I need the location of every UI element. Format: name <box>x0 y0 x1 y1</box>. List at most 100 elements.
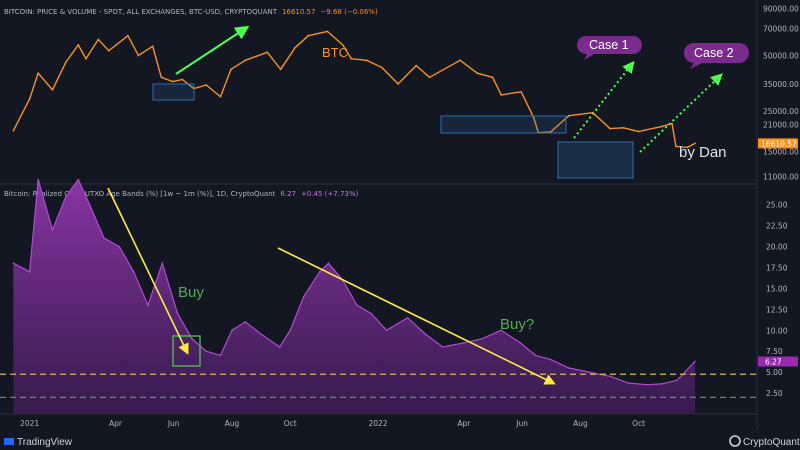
indicator-point <box>118 245 121 248</box>
btc-price-point <box>230 68 232 71</box>
indicator-point <box>356 304 358 307</box>
indicator-point <box>646 383 648 386</box>
price-series-layer <box>12 30 696 149</box>
btc-price-point <box>37 72 40 75</box>
btc-price-point <box>415 64 418 67</box>
indicator-axis-tick: 2.50 <box>766 389 783 398</box>
price-axis-tick: 21000.00 <box>763 121 799 130</box>
cryptoquant-icon <box>729 435 741 447</box>
btc-price-point <box>686 146 689 149</box>
indicator-axis-tick: 25.00 <box>766 201 788 210</box>
case2-label: Case 2 <box>694 46 734 60</box>
indicator-last-value-tag <box>758 356 798 367</box>
btc-price-point <box>520 90 523 93</box>
btc-price-point <box>326 30 329 33</box>
btc-price-point <box>380 66 383 69</box>
time-axis-tick: Oct <box>632 419 645 428</box>
buy-question-label: Buy? <box>500 316 534 333</box>
price-axis-tick: 70000.00 <box>763 25 799 34</box>
case2-projection-arrow <box>639 73 723 153</box>
cryptoquant-label: CryptoQuant <box>743 437 800 448</box>
case1-label: Case 1 <box>589 38 629 52</box>
indicator-point <box>147 304 149 307</box>
price-axis-tick: 50000.00 <box>763 51 799 60</box>
buy-signal-box <box>172 335 201 367</box>
indicator-point <box>132 270 135 273</box>
green-trend-arrow <box>175 25 250 75</box>
indicator-point <box>103 237 105 239</box>
btc-price-point <box>365 59 368 62</box>
cryptoquant-logo[interactable]: CryptoQuant <box>729 435 800 448</box>
indicator-point <box>219 354 222 357</box>
time-axis-tick: Jun <box>515 419 528 428</box>
indicator-point <box>278 346 281 348</box>
case2-bubble: Case 2 <box>684 43 749 69</box>
btc-price-point <box>660 125 663 128</box>
price-axis-tick: 35000.00 <box>763 80 799 89</box>
btc-price-point <box>127 34 129 37</box>
indicator-point <box>370 312 373 315</box>
btc-price-point <box>51 88 54 91</box>
btc-price-point <box>491 76 494 79</box>
indicator-point <box>550 358 552 361</box>
price-axis-tick: 25000.00 <box>763 107 799 116</box>
indicator-point <box>660 383 663 385</box>
btc-price-point <box>28 98 31 100</box>
btc-price-point <box>12 129 15 132</box>
indicator-axis-tick: 22.50 <box>766 222 788 231</box>
btc-price-point <box>694 142 696 145</box>
price-axis-tick: 15000.00 <box>763 148 799 157</box>
indicator-point <box>588 371 590 373</box>
buy-label: Buy <box>178 284 204 301</box>
indicator-axis-tick: 17.50 <box>766 264 788 273</box>
price-last-value-tag <box>758 138 798 149</box>
time-axis-tick: Aug <box>573 419 588 428</box>
price-axis-tick: 11000.00 <box>763 172 799 181</box>
indicator-point <box>463 342 465 344</box>
consolidation-box-2022 <box>440 115 567 134</box>
indicator-point <box>609 375 611 378</box>
btc-price-point <box>397 83 399 85</box>
indicator-point <box>37 178 39 181</box>
indicator-point <box>302 296 305 298</box>
indicator-pane-value: 6.27 <box>280 190 296 198</box>
indicator-point <box>289 329 292 332</box>
indicator-axis-tick: 15.00 <box>766 284 788 293</box>
yellow-trend-arrow-1 <box>107 187 189 355</box>
btc-price-line <box>12 30 696 149</box>
yellow-trend-arrow-2 <box>277 247 556 385</box>
btc-price-point <box>622 126 625 129</box>
indicator-point <box>51 229 54 231</box>
target-zone-box <box>557 141 634 179</box>
btc-price-point <box>266 51 269 54</box>
indicator-point <box>28 270 31 273</box>
indicator-point <box>205 350 207 353</box>
tradingview-logo[interactable]: TradingView <box>4 437 73 448</box>
btc-price-point <box>294 46 296 49</box>
indicator-axis-tick: 12.50 <box>766 305 788 314</box>
btc-price-point <box>97 38 100 41</box>
btc-price-point <box>279 68 282 71</box>
time-axis-tick: Apr <box>457 419 471 428</box>
consolidation-box-2021 <box>152 83 195 101</box>
indicator-point <box>65 195 67 198</box>
indicator-last-value-text: 6.27 <box>765 358 782 367</box>
tradingview-label: TradingView <box>17 437 73 448</box>
indicator-point <box>425 333 427 336</box>
btc-price-point <box>151 45 154 48</box>
btc-price-point <box>137 54 140 57</box>
indicator-point <box>568 367 570 369</box>
indicator-axis-tick: 7.50 <box>766 347 783 356</box>
indicator-point <box>319 270 321 273</box>
indicator-series-layer <box>0 178 757 414</box>
btc-price-point <box>171 80 174 83</box>
btc-price-point <box>160 76 163 79</box>
author-label: by Dan <box>679 144 727 161</box>
indicator-point <box>442 346 444 348</box>
axis-layer: 11000.00 15000.00 21000.00 25000.00 35000.00… <box>20 4 799 428</box>
btc-price-point <box>219 95 222 98</box>
indicator-point <box>385 329 388 332</box>
price-last-value-text: 16610.57 <box>761 139 797 148</box>
btc-price-point <box>77 44 80 46</box>
